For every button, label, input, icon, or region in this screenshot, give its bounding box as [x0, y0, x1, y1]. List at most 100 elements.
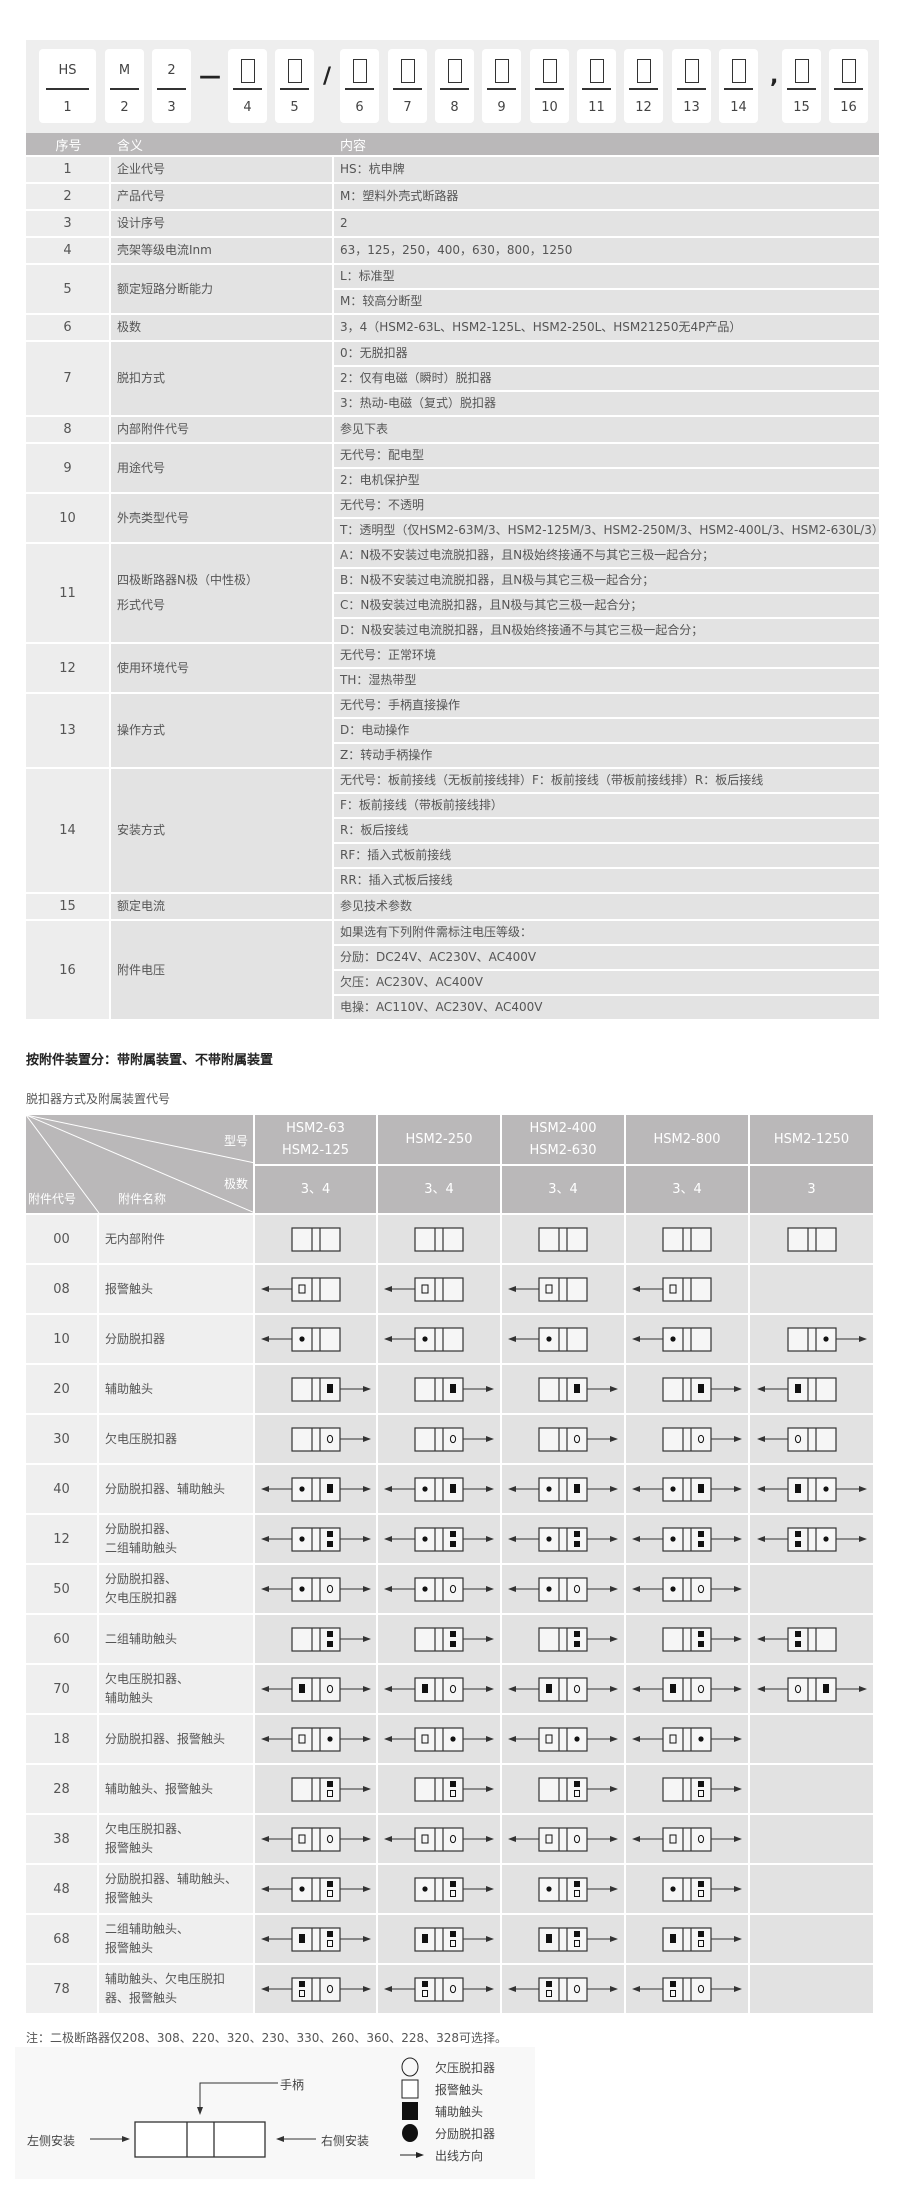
accessory-layout-cell [378, 1315, 502, 1365]
aux-square [822, 1684, 829, 1693]
outlet-arrow-right [711, 1586, 742, 1592]
accessory-layout-cell [502, 1865, 626, 1915]
undervoltage-circle [326, 1984, 333, 1994]
code-position-box: 5 [275, 49, 314, 123]
accessory-layout-icon [508, 1527, 618, 1552]
right-mount-arrow [276, 2136, 316, 2142]
accessory-layout-cell [626, 1365, 750, 1415]
shunt-release-dot [546, 1586, 552, 1592]
spec-content: F：板前接线（带板前接线排） [334, 794, 879, 819]
code-underline [344, 88, 375, 90]
legend-label: 出线方向 [435, 2149, 484, 2163]
outlet-arrow-left [260, 1886, 292, 1892]
code-underline [581, 88, 612, 90]
outlet-arrow-left [508, 1286, 539, 1292]
accessory-layout-cell [750, 1615, 875, 1665]
accessory-layout-cell [378, 1215, 502, 1265]
spec-row: 电操：AC110V、AC230V、AC400V [26, 996, 879, 1021]
code-value: HS [58, 63, 77, 78]
alarm-square [450, 1890, 456, 1897]
accessory-layout-icon [538, 1377, 618, 1402]
accessory-layout-icon [508, 1977, 618, 2002]
outlet-arrow-right [587, 1836, 618, 1842]
outlet-arrow-right [339, 1786, 371, 1792]
accessory-row: 00 无内部附件 [26, 1215, 875, 1265]
accessory-layout-cell [750, 1215, 875, 1265]
undervoltage-circle [794, 1434, 801, 1444]
accessory-name: 辅助触头、报警触头 [99, 1765, 255, 1815]
outlet-arrow-right [339, 1486, 371, 1492]
shunt-release-dot [546, 1486, 552, 1492]
accessory-layout-cell [626, 1765, 750, 1815]
accessory-layout-cell [255, 1665, 378, 1715]
shunt-release-dot [670, 1486, 676, 1492]
accessory-layout-cell [255, 1415, 378, 1465]
legend-item [400, 2079, 424, 2099]
spec-row: TH：湿热带型 [26, 669, 879, 694]
spec-content: RR：插入式板后接线 [334, 869, 879, 894]
spec-row: T：透明型（仅HSM2-63M/3、HSM2-125M/3、HSM2-250M/… [26, 519, 884, 544]
undervoltage-circle [697, 1434, 705, 1444]
legend-item [400, 2145, 424, 2165]
undervoltage-circle [449, 1584, 457, 1594]
accessory-layout-icon [756, 1527, 867, 1552]
spec-no: 9 [26, 444, 111, 494]
outlet-arrow-right [339, 1836, 371, 1842]
aux-square [326, 1881, 333, 1887]
outlet-arrow-left [260, 1686, 292, 1692]
code-underline [45, 88, 90, 90]
code-position-number: 16 [840, 100, 857, 115]
accessory-layout-cell [255, 1865, 378, 1915]
spec-content: D：电动操作 [334, 719, 879, 744]
outlet-arrow-right [339, 1536, 371, 1542]
accessory-layout-cell [378, 1415, 502, 1465]
accessory-layout-icon [508, 1577, 618, 1602]
outlet-arrow-right [339, 1686, 371, 1692]
alarm-square [669, 1734, 677, 1744]
aux-square [698, 1881, 704, 1887]
aux-square [450, 1384, 456, 1393]
accessory-layout-icon [508, 1727, 618, 1752]
aux-square [794, 1631, 801, 1637]
shunt-release-dot [822, 1536, 829, 1542]
accessory-layout-cell [502, 1365, 626, 1415]
code-position-number: 6 [355, 100, 364, 115]
code-underline [486, 88, 517, 90]
outlet-arrow-right [587, 1686, 618, 1692]
accessory-layout-cell [255, 1365, 378, 1415]
code-value: 2 [167, 63, 176, 78]
accessory-name: 欠电压脱扣器、 报警触头 [99, 1815, 255, 1865]
accessory-layout-cell [378, 1665, 502, 1715]
accessory-name: 辅助触头 [99, 1365, 255, 1415]
aux-square [326, 1641, 333, 1647]
outlet-arrow-right [339, 1886, 371, 1892]
code-value: M [118, 63, 131, 78]
accessory-layout-icon [632, 1677, 742, 1702]
spec-row: 2：电机保护型 [26, 469, 879, 494]
code-underline [723, 88, 754, 90]
shunt-release-dot [422, 1536, 428, 1542]
spec-row: B：N极不安装过电流脱扣器，且N极与其它三极一起合分； [26, 569, 879, 594]
code-position-number: 2 [120, 100, 129, 115]
accessory-table: 型号 极数 附件代号 附件名称 HSM2-63 HSM2-125 HSM2-250 HSM2… [26, 1115, 875, 2015]
spec-row: 2：仅有电磁（瞬时）脱扣器 [26, 367, 879, 392]
accessory-layout-cell [502, 1315, 626, 1365]
accessory-layout-cell [626, 1415, 750, 1465]
aux-square [450, 1531, 456, 1537]
undervoltage-circle [697, 1684, 705, 1694]
undervoltage-circle [573, 1584, 581, 1594]
alarm-square [422, 1990, 428, 1997]
accessory-layout-cell [378, 1465, 502, 1515]
outlet-arrow-left [632, 1286, 663, 1292]
handle-label: 手柄 [280, 2078, 305, 2092]
accessory-layout-icon [662, 1227, 712, 1252]
aux-square [546, 1981, 552, 1987]
code-separator: / [323, 64, 332, 89]
accessory-layout-cell [626, 1315, 750, 1365]
accessory-layout-icon [260, 1477, 371, 1502]
accessory-layout-cell [378, 1515, 502, 1565]
accessory-layout-icon [414, 1377, 494, 1402]
alarm-square [546, 1990, 552, 1997]
spec-content: 无代号：手柄直接操作 [334, 694, 879, 719]
